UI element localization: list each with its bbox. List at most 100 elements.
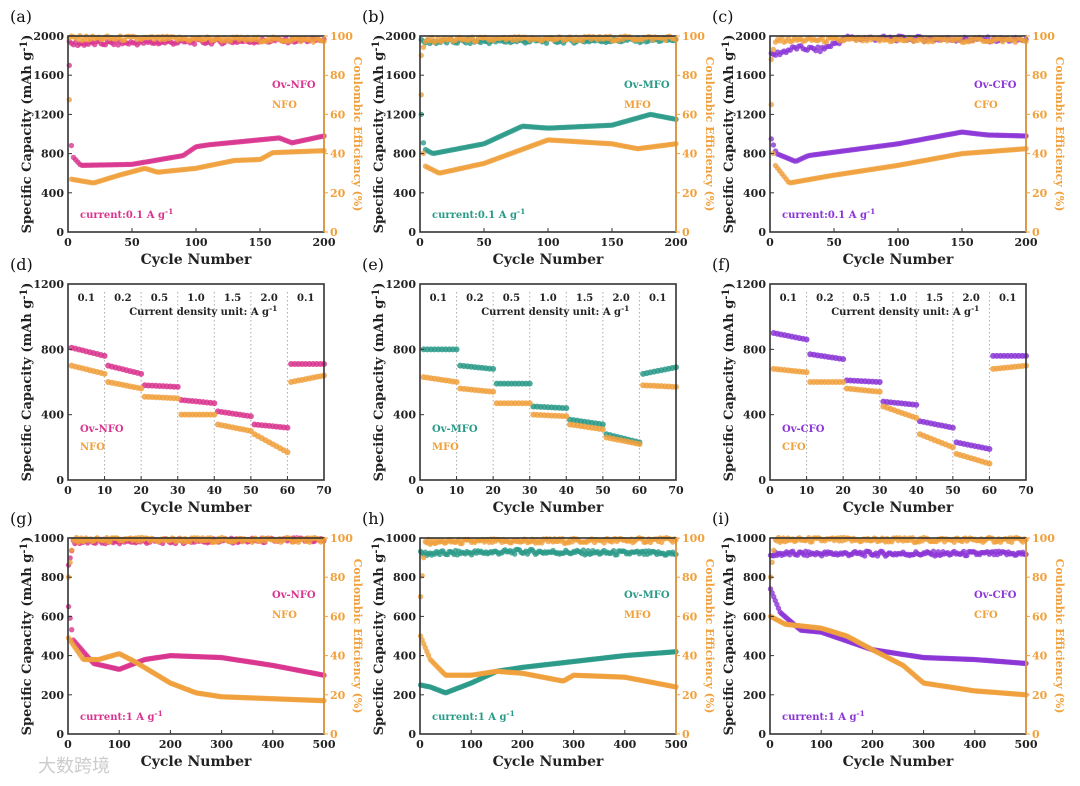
legend-entry: Ov-CFO: [974, 80, 1017, 91]
y-tick-label: 600: [41, 610, 64, 623]
series-mfo: [418, 92, 679, 176]
ce-point: [770, 46, 777, 53]
y-tick-label: 1200: [735, 278, 766, 291]
data-point: [284, 424, 291, 431]
y2-tick-label: 60: [330, 108, 346, 121]
y-tick-label: 800: [41, 571, 64, 584]
y-tick-label: 400: [41, 409, 64, 422]
y2-tick-label: 20: [330, 689, 346, 702]
x-tick-label: 0: [416, 236, 424, 249]
y2-tick-label: 20: [1032, 689, 1048, 702]
rate-label: 1.0: [539, 293, 556, 304]
legend-entry: NFO: [272, 610, 297, 621]
y2-tick-label: 80: [1032, 69, 1048, 82]
y-tick-label: 1600: [735, 69, 766, 82]
rate-note: Current density unit: A g-1: [481, 304, 629, 318]
y-tick-label: 0: [758, 226, 766, 239]
y-tick-label: 1000: [735, 532, 766, 545]
panel-label: (e): [362, 255, 384, 274]
y-tick-label: 0: [408, 728, 416, 741]
y-tick-label: 2000: [385, 30, 416, 43]
data-point: [913, 414, 920, 421]
x-axis-title: Cycle Number: [843, 754, 954, 770]
y-tick-label: 400: [393, 187, 416, 200]
x-tick-label: 200: [1015, 236, 1038, 249]
x-tick-label: 300: [912, 738, 935, 751]
y-tick-label: 1200: [735, 108, 766, 121]
rate-label: 1.5: [224, 293, 241, 304]
ce-point: [69, 547, 75, 553]
x-tick-label: 100: [460, 738, 483, 751]
legend-entry: CFO: [974, 610, 998, 621]
x-tick-label: 0: [766, 484, 774, 497]
y-tick-label: 1200: [33, 108, 64, 121]
plot-frame: [419, 283, 677, 481]
rate-label: 0.2: [816, 293, 833, 304]
y-tick-label: 0: [408, 226, 416, 239]
data-point: [138, 385, 145, 392]
x-tick-label: 10: [799, 484, 815, 497]
series-ov-nfo: [65, 603, 327, 678]
y-axis-title: Specific Capacity (mAh g-1): [721, 283, 737, 482]
data-point: [490, 388, 497, 395]
x-tick-label: 150: [601, 236, 624, 249]
series-nfo: [68, 362, 327, 456]
rate-note: Current density unit: A g-1: [831, 304, 979, 318]
panel-g: (g)0 100 200 300 400 500020040060080010000204…: [10, 509, 364, 770]
legend-entry: Ov-NFO: [80, 424, 124, 435]
y-axis-title: Specific Capacity (mAh g-1): [19, 537, 35, 736]
x-tick-label: 0: [416, 484, 424, 497]
series-ov-mfo: [418, 111, 679, 157]
rate-label: 1.0: [889, 293, 906, 304]
panel-i: (i)0 100 200 300 400 500020040060080010000204…: [712, 509, 1066, 770]
y-tick-label: 200: [393, 689, 416, 702]
data-point: [490, 365, 497, 372]
data-point: [599, 421, 606, 428]
plot-frame: [67, 35, 325, 233]
x-tick-label: 0: [64, 236, 72, 249]
panel-h: (h)0 100 200 300 400 500020040060080010000204…: [362, 509, 716, 770]
x-tick-label: 0: [64, 484, 72, 497]
legend-entry: MFO: [432, 442, 459, 453]
y2-tick-label: 60: [1032, 108, 1048, 121]
panel-label: (g): [10, 509, 33, 528]
panel-label: (i): [712, 509, 730, 528]
y2-tick-label: 0: [1032, 728, 1040, 741]
ce-point: [658, 539, 665, 546]
ce-point: [815, 44, 821, 50]
rate-label: 0.5: [853, 293, 870, 304]
panel-d: (d) 0.1 0.2 0.5 1.0 1.5 2.0 0.1 Current density …: [10, 255, 332, 516]
data-point: [211, 411, 218, 418]
panel-label: (a): [10, 7, 32, 26]
y-tick-label: 0: [56, 728, 64, 741]
ce-point: [191, 41, 198, 47]
ce-point: [817, 48, 823, 55]
x-tick-label: 50: [826, 236, 842, 249]
panel-e: (e) 0.1 0.2 0.5 1.0 1.5 2.0 0.1 Current density …: [362, 255, 684, 516]
x-tick-label: 30: [522, 484, 538, 497]
y-axis-title: Specific Capacity (mAh g-1): [721, 537, 737, 736]
x-tick-label: 500: [665, 738, 688, 751]
y-axis-title: Specific Capacity (mAh g-1): [19, 283, 35, 482]
y2-tick-label: 0: [682, 728, 690, 741]
x-tick-label: 200: [159, 738, 182, 751]
y-tick-label: 800: [41, 148, 64, 161]
x-tick-label: 50: [476, 236, 492, 249]
data-point: [211, 400, 218, 407]
legend-entry: Ov-MFO: [624, 80, 670, 91]
series-ov-mfo: [420, 346, 679, 446]
y-tick-label: 400: [393, 650, 416, 663]
y2-tick-label: 40: [682, 148, 698, 161]
legend-entry: Ov-NFO: [272, 590, 316, 601]
legend-entry: CFO: [974, 100, 998, 111]
series-nfo: [65, 635, 327, 704]
series-cfo: [770, 362, 1029, 467]
ce-point: [306, 539, 313, 545]
y-axis-title: Specific Capacity (mAh g-1): [371, 35, 387, 234]
x-tick-label: 50: [595, 484, 611, 497]
data-point: [138, 370, 145, 377]
y-tick-label: 200: [41, 689, 64, 702]
y-tick-label: 0: [758, 728, 766, 741]
y-tick-label: 400: [743, 409, 766, 422]
